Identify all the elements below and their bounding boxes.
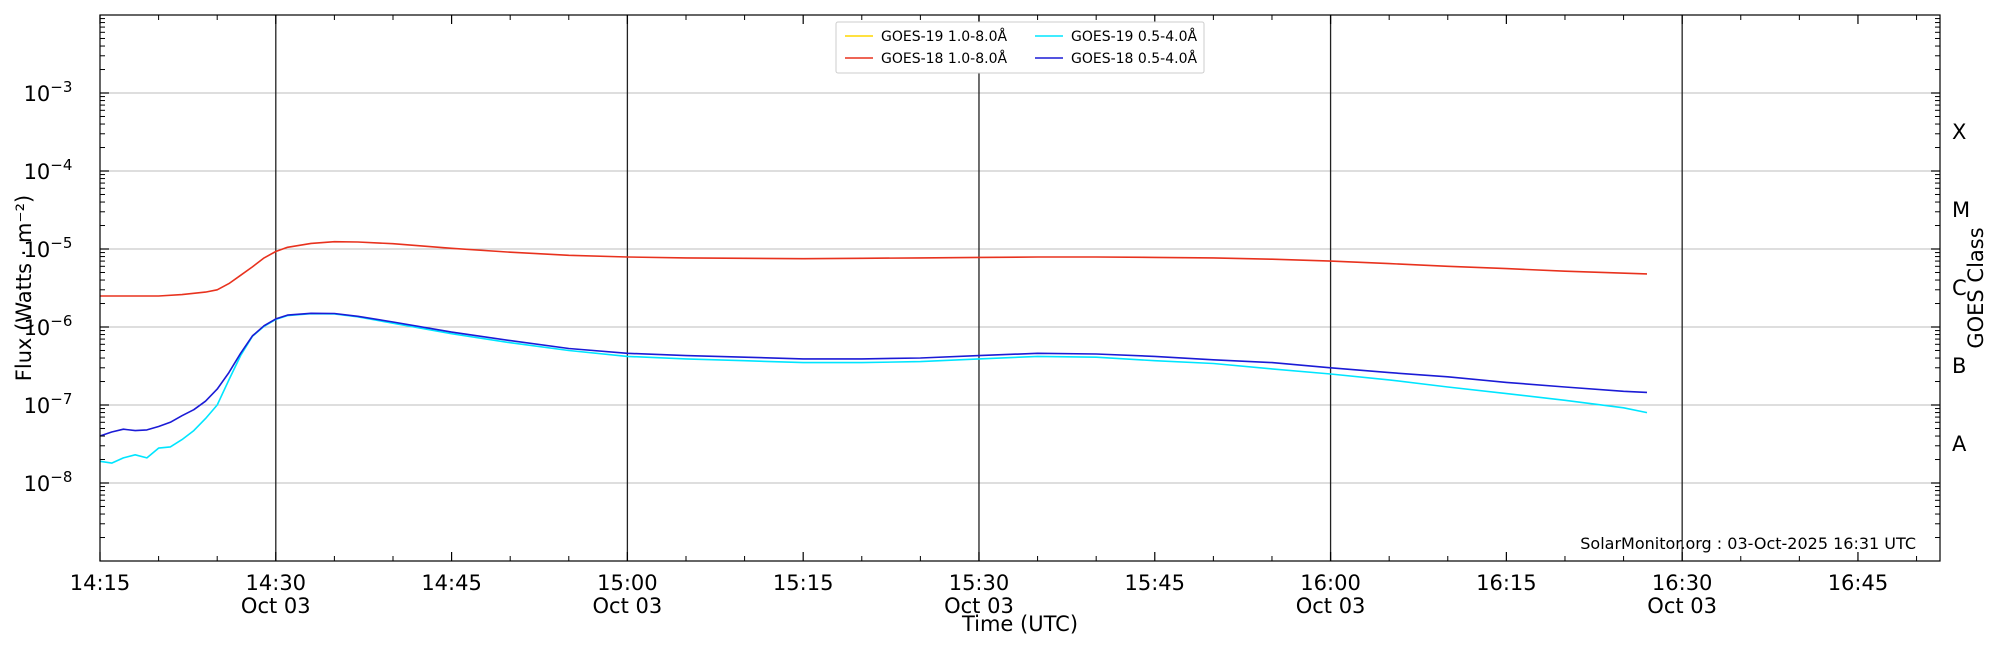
x-tick-date-label: Oct 03 bbox=[593, 594, 663, 618]
goes-class-label-a: A bbox=[1952, 432, 1967, 456]
x-tick-label: 15:45 bbox=[1125, 571, 1186, 595]
y2-axis-title: GOES Class bbox=[1964, 227, 1988, 348]
x-tick-label: 14:45 bbox=[421, 571, 482, 595]
series-line-2 bbox=[99, 312, 1648, 464]
x-tick-label: 14:30 bbox=[246, 571, 307, 595]
goes-class-label-c: C bbox=[1952, 276, 1967, 300]
y-tick-label: 10−7 bbox=[24, 390, 73, 418]
legend-box bbox=[835, 21, 1205, 74]
y-tick-label: 10−3 bbox=[24, 78, 73, 106]
x-tick-label: 16:30 bbox=[1652, 571, 1713, 595]
x-tick-date-label: Oct 03 bbox=[944, 594, 1014, 618]
goes-class-label-m: M bbox=[1952, 198, 1970, 222]
series-line-3 bbox=[99, 312, 1648, 437]
x-axis-title: Time (UTC) bbox=[961, 612, 1078, 636]
legend-label: GOES-18 1.0-8.0Å bbox=[881, 50, 1007, 67]
y-axis-title: Flux (Watts · m⁻²) bbox=[12, 195, 36, 381]
x-tick-date-label: Oct 03 bbox=[1647, 594, 1717, 618]
y-tick-label: 10−8 bbox=[24, 468, 73, 496]
x-tick-label: 16:15 bbox=[1476, 571, 1537, 595]
legend-label: GOES-19 1.0-8.0Å bbox=[881, 28, 1007, 45]
x-tick-label: 14:15 bbox=[70, 571, 131, 595]
series-line-1 bbox=[100, 240, 1648, 297]
goes-class-label-b: B bbox=[1952, 354, 1966, 378]
x-tick-label: 16:45 bbox=[1828, 571, 1889, 595]
credit-text: SolarMonitor.org : 03-Oct-2025 16:31 UTC bbox=[1580, 534, 1916, 553]
x-tick-date-label: Oct 03 bbox=[241, 594, 311, 618]
axis-ticks bbox=[99, 15, 1940, 561]
series-lines bbox=[99, 240, 1648, 464]
x-tick-label: 15:00 bbox=[597, 571, 658, 595]
y-tick-label: 10−6 bbox=[24, 312, 73, 340]
x-tick-label: 16:00 bbox=[1300, 571, 1361, 595]
y-tick-label: 10−5 bbox=[24, 234, 73, 262]
x-tick-date-label: Oct 03 bbox=[1296, 594, 1366, 618]
y-tick-labels: 10−8 10−7 10−6 10−5 10−4 10−3 bbox=[24, 78, 73, 496]
plot-frame bbox=[99, 14, 1941, 562]
goes-class-labels: A B C M X bbox=[1952, 120, 1970, 456]
x-tick-label: 15:30 bbox=[949, 571, 1010, 595]
plot-area bbox=[100, 15, 1940, 561]
x-tick-label: 15:15 bbox=[773, 571, 834, 595]
y-tick-label: 10−4 bbox=[24, 156, 73, 184]
goes-class-label-x: X bbox=[1952, 120, 1966, 144]
legend-label: GOES-19 0.5-4.0Å bbox=[1071, 28, 1197, 45]
legend: GOES-19 1.0-8.0Å GOES-18 1.0-8.0Å GOES-19 … bbox=[835, 21, 1205, 74]
legend-label: GOES-18 0.5-4.0Å bbox=[1071, 50, 1197, 67]
grid bbox=[100, 15, 1940, 561]
